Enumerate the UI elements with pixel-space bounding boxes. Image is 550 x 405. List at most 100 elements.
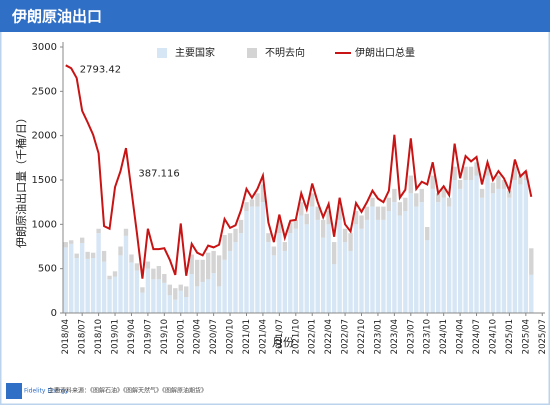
- bar: [353, 211, 359, 225]
- bar: [211, 273, 216, 313]
- bar: [79, 237, 85, 243]
- header-title: 伊朗原油出口: [11, 8, 102, 26]
- y-tick-label: 500: [38, 264, 57, 275]
- x-tick-label: 2025/07: [538, 319, 548, 354]
- bar: [485, 166, 490, 176]
- bar: [244, 202, 249, 212]
- bar: [479, 197, 485, 313]
- bar: [200, 281, 205, 313]
- bar: [463, 166, 468, 180]
- bar: [90, 258, 96, 313]
- bar: [167, 295, 172, 313]
- bar: [140, 287, 145, 293]
- bar: [353, 224, 359, 313]
- y-tick-label: 2500: [32, 86, 57, 97]
- data-label: 387.116: [138, 169, 179, 180]
- bar: [222, 234, 227, 260]
- header-bar: [0, 0, 550, 32]
- bar: [299, 202, 304, 216]
- bar: [326, 211, 331, 225]
- bar: [129, 254, 134, 263]
- bar: [162, 282, 167, 313]
- bar: [507, 190, 512, 198]
- bar: [512, 180, 518, 313]
- bar: [414, 193, 419, 207]
- bar: [452, 180, 457, 313]
- y-tick-label: 3000: [32, 42, 57, 53]
- x-tick-label: 2025/04: [521, 319, 531, 354]
- x-tick-label: 2020/04: [193, 319, 203, 354]
- bar: [173, 299, 178, 313]
- y-axis-label: 伊朗原油出口量（千桶/日）: [14, 112, 28, 248]
- bar: [474, 175, 479, 313]
- x-tick-label: 2019/04: [127, 319, 137, 354]
- bar: [244, 211, 249, 313]
- bar: [304, 213, 309, 225]
- bar: [403, 197, 408, 212]
- bar: [118, 255, 123, 313]
- bar: [364, 219, 370, 313]
- bar: [501, 188, 507, 313]
- bar: [227, 250, 233, 313]
- y-tick-label: 1000: [32, 219, 57, 230]
- x-tick-label: 2024/07: [472, 319, 482, 354]
- x-tick-label: 2023/01: [373, 319, 383, 354]
- bar: [249, 199, 255, 207]
- bar: [386, 211, 392, 313]
- bar: [293, 228, 298, 313]
- bar: [331, 264, 337, 313]
- bar: [463, 180, 468, 313]
- bar: [485, 175, 490, 313]
- x-tick-label: 2023/10: [423, 319, 433, 354]
- legend-swatch: [157, 48, 167, 58]
- bar: [63, 242, 68, 248]
- bar: [189, 273, 194, 313]
- bar: [310, 193, 315, 207]
- bar: [315, 206, 320, 220]
- x-tick-label: 2024/04: [456, 319, 466, 354]
- x-tick-label: 2022/10: [357, 319, 367, 354]
- bar: [496, 188, 501, 313]
- bar: [397, 202, 403, 216]
- bar: [69, 240, 74, 244]
- bar: [342, 228, 348, 243]
- x-tick-label: 2021/01: [242, 319, 252, 354]
- bar: [441, 188, 446, 198]
- bar: [271, 255, 277, 313]
- bar: [200, 259, 205, 282]
- bar: [140, 292, 145, 313]
- bar: [118, 246, 123, 256]
- bar: [512, 166, 518, 180]
- bar: [266, 242, 271, 313]
- bar: [63, 247, 68, 313]
- bar: [518, 184, 523, 313]
- bar: [364, 206, 370, 220]
- x-axis-label: 月份: [272, 336, 294, 349]
- x-tick-label: 2020/01: [176, 319, 186, 354]
- bar: [490, 182, 496, 194]
- bar: [457, 180, 463, 189]
- y-tick-label: 0: [51, 308, 57, 319]
- bar: [403, 211, 408, 313]
- bar: [320, 219, 326, 238]
- bar: [337, 206, 342, 220]
- x-tick-label: 2023/07: [406, 319, 416, 354]
- bar: [260, 184, 266, 203]
- bar: [342, 242, 348, 313]
- bar: [205, 252, 211, 280]
- bar: [425, 226, 430, 241]
- x-tick-label: 2021/07: [275, 319, 285, 354]
- bar: [145, 268, 151, 313]
- x-tick-label: 2022/07: [341, 319, 351, 354]
- bar: [238, 233, 244, 313]
- bar: [397, 215, 403, 313]
- bar: [282, 242, 288, 251]
- bar: [474, 162, 479, 176]
- legend-label: 伊朗出口总量: [355, 46, 415, 59]
- bar: [419, 202, 424, 313]
- bar: [430, 175, 435, 189]
- bar: [96, 228, 101, 234]
- bar: [468, 180, 474, 313]
